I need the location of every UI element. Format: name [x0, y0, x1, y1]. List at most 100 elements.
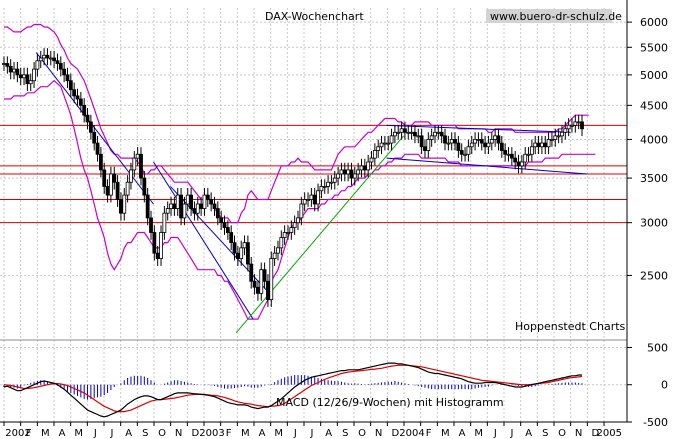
candle-body-75 — [252, 280, 257, 288]
candle-body-107 — [359, 165, 364, 171]
candle-body-146 — [489, 139, 494, 144]
price-ytick-label-5: 3500 — [640, 172, 668, 185]
candle-body-143 — [479, 139, 484, 144]
xtick-label-20: S — [342, 428, 348, 439]
candle-body-127 — [426, 139, 431, 151]
candle-body-89 — [299, 203, 304, 219]
candle-body-62 — [209, 199, 214, 205]
candle-body-149 — [499, 142, 504, 151]
candle-body-14 — [48, 57, 53, 60]
candle-body-142 — [476, 139, 481, 141]
candle-body-104 — [349, 169, 354, 179]
candle-body-83 — [279, 237, 284, 249]
candle-body-98 — [329, 181, 334, 184]
candle-body-171 — [573, 121, 578, 126]
candle-body-0 — [2, 63, 6, 65]
candle-body-71 — [239, 247, 244, 259]
chart-title: DAX-Wochenchart — [265, 10, 364, 23]
candle-body-79 — [266, 280, 270, 300]
candle-body-15 — [52, 57, 57, 62]
candle-body-84 — [282, 232, 287, 238]
candle-body-120 — [403, 128, 407, 133]
candle-body-129 — [433, 131, 437, 137]
candle-body-38 — [129, 169, 133, 183]
xtick-label-12: 2003 — [199, 428, 224, 439]
candle-body-87 — [292, 222, 297, 228]
candle-body-134 — [449, 139, 454, 144]
xtick-label-22: N — [375, 428, 382, 439]
xtick-label-25: F — [426, 428, 432, 439]
xtick-label-0: 2002 — [5, 428, 30, 439]
candle-body-113 — [379, 142, 384, 148]
xtick-label-29: J — [493, 428, 497, 439]
xtick-label-35: D — [591, 428, 599, 439]
macd-ytick-label-2: -500 — [643, 416, 668, 429]
candle-body-164 — [550, 139, 554, 141]
candle-body-147 — [493, 135, 498, 140]
candle-body-59 — [199, 203, 204, 209]
candle-body-53 — [179, 194, 183, 219]
candle-body-52 — [175, 194, 180, 209]
candle-body-123 — [413, 131, 417, 137]
xtick-label-36: 2005 — [597, 428, 622, 439]
price-ytick-label-3: 4500 — [640, 99, 668, 112]
candle-body-92 — [309, 194, 314, 200]
candle-body-51 — [172, 203, 177, 209]
source-badge: www.buero-dr-schulz.de — [490, 10, 622, 23]
candle-body-72 — [242, 242, 247, 249]
candle-body-99 — [332, 177, 337, 183]
xtick-label-13: F — [226, 428, 232, 439]
candle-body-78 — [262, 269, 267, 282]
candle-body-140 — [469, 142, 474, 148]
candle-body-138 — [463, 153, 467, 156]
downtrend-line-3 — [386, 124, 571, 133]
candle-body-119 — [399, 128, 404, 133]
candle-body-101 — [339, 169, 344, 175]
downtrend-line-4 — [386, 157, 588, 175]
xtick-label-34: N — [575, 428, 582, 439]
xtick-label-19: A — [325, 428, 332, 439]
candle-body-49 — [165, 208, 170, 214]
candle-body-160 — [536, 142, 541, 148]
candle-body-21 — [72, 89, 77, 97]
candle-body-159 — [533, 142, 538, 148]
candle-body-34 — [115, 181, 120, 200]
macd-ytick-label-0: 500 — [647, 341, 668, 354]
candle-body-145 — [486, 142, 491, 148]
candle-body-64 — [215, 208, 220, 219]
macd-ytick-label-1: 0 — [661, 379, 668, 392]
uptrend-line-5 — [235, 135, 405, 334]
price-ytick-label-6: 3000 — [640, 217, 668, 230]
candle-body-97 — [326, 181, 330, 187]
candle-body-39 — [132, 157, 137, 171]
candle-body-102 — [342, 169, 347, 175]
candle-body-22 — [75, 95, 80, 100]
candle-body-148 — [496, 135, 501, 144]
candle-body-94 — [316, 190, 320, 205]
candle-body-88 — [296, 217, 300, 224]
macd-line — [3, 362, 582, 418]
candle-body-157 — [526, 153, 531, 156]
candle-body-24 — [82, 104, 87, 116]
candle-body-69 — [232, 242, 237, 254]
xtick-label-3: A — [59, 428, 66, 439]
candle-body-66 — [222, 222, 227, 228]
candle-body-54 — [182, 203, 187, 219]
candle-body-23 — [78, 98, 83, 106]
candle-body-9 — [32, 68, 36, 82]
candle-body-50 — [169, 203, 173, 209]
candle-body-16 — [55, 60, 60, 64]
source-badge-background — [486, 9, 612, 23]
candle-body-132 — [443, 135, 447, 144]
candle-body-10 — [35, 60, 40, 70]
candle-body-144 — [483, 142, 488, 148]
candle-body-170 — [570, 124, 574, 127]
candle-body-25 — [85, 114, 90, 123]
candle-body-35 — [119, 199, 123, 214]
candle-body-167 — [560, 131, 564, 137]
candle-body-70 — [235, 252, 240, 259]
candle-body-166 — [556, 135, 561, 138]
candle-body-136 — [456, 142, 461, 151]
candle-body-117 — [393, 131, 397, 137]
candle-body-137 — [459, 150, 464, 155]
